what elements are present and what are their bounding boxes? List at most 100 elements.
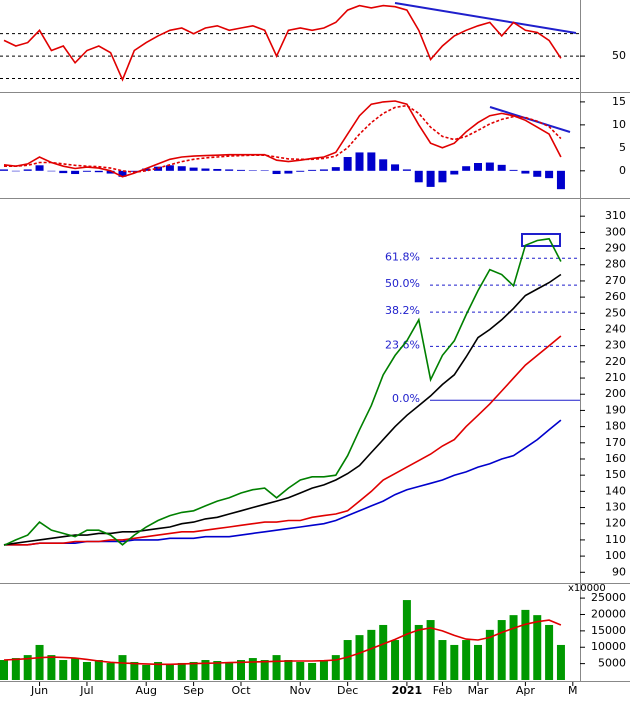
fib-label: 50.0% xyxy=(385,277,420,290)
bar xyxy=(438,170,447,183)
bar xyxy=(35,644,44,680)
bar xyxy=(367,629,376,680)
bar xyxy=(367,152,376,171)
bar xyxy=(94,660,103,680)
bar xyxy=(118,655,127,680)
bar xyxy=(237,660,245,680)
bar xyxy=(414,624,423,680)
y-tick-label: 160 xyxy=(605,452,626,465)
bar xyxy=(497,620,506,680)
x-tick-label: M xyxy=(568,684,578,697)
y-tick-label: 270 xyxy=(605,274,626,287)
bar xyxy=(509,615,518,680)
bar xyxy=(47,655,56,680)
bar xyxy=(331,167,340,171)
bar xyxy=(82,661,91,680)
bar xyxy=(177,166,186,171)
bar xyxy=(296,170,305,172)
bar xyxy=(59,170,68,174)
y-tick-label: 5 xyxy=(619,141,626,154)
bar xyxy=(177,662,186,680)
x-tick-label: Dec xyxy=(337,684,358,697)
bar xyxy=(462,166,471,171)
bar xyxy=(474,644,482,680)
bar xyxy=(343,640,352,680)
bar xyxy=(319,660,328,680)
bar xyxy=(402,600,411,680)
bar xyxy=(106,662,115,680)
fib-label: 61.8% xyxy=(385,250,420,263)
y-tick-label: 15000 xyxy=(591,624,626,637)
y-tick-label: 20000 xyxy=(591,607,626,620)
series-line xyxy=(4,104,562,174)
bar xyxy=(462,640,471,680)
y-tick-label: 100 xyxy=(605,549,626,562)
panel-frames xyxy=(0,0,630,682)
bar xyxy=(474,163,482,171)
bar xyxy=(165,165,174,171)
y-tick-label: 15 xyxy=(612,95,626,108)
bar xyxy=(272,170,281,175)
y-tick-label: 300 xyxy=(605,225,626,238)
y-tick-label: 170 xyxy=(605,436,626,449)
bar xyxy=(237,169,245,171)
bar xyxy=(130,661,139,680)
bar xyxy=(248,170,257,171)
x-tick-label: Jul xyxy=(79,684,93,697)
y-tick-label: 220 xyxy=(605,355,626,368)
y-tick-label: 200 xyxy=(605,387,626,400)
bar xyxy=(545,624,554,680)
bar xyxy=(379,159,388,171)
bar xyxy=(533,170,542,177)
bar xyxy=(189,167,198,171)
bar xyxy=(556,644,565,680)
bar xyxy=(130,170,139,172)
bar xyxy=(11,170,20,172)
y-tick-label: 25000 xyxy=(591,591,626,604)
series-line xyxy=(4,335,562,546)
y-tick-label: 150 xyxy=(605,468,626,481)
y-tick-label: 260 xyxy=(605,290,626,303)
bar xyxy=(272,655,281,680)
bar xyxy=(11,658,20,680)
bar xyxy=(201,660,210,680)
x-tick-label: Aug xyxy=(135,684,156,697)
y-tick-label: 50 xyxy=(612,49,626,62)
bar xyxy=(94,170,103,173)
y-tick-label: 280 xyxy=(605,258,626,271)
y-tick-label: 0 xyxy=(619,164,626,177)
bar xyxy=(391,164,400,171)
series-line xyxy=(3,273,562,546)
x-tick-label: Oct xyxy=(231,684,251,697)
bar xyxy=(142,664,151,680)
bar xyxy=(319,169,328,171)
bar xyxy=(71,170,80,175)
bar xyxy=(260,660,269,680)
bar xyxy=(521,609,530,680)
bar xyxy=(47,170,56,172)
bar xyxy=(414,170,423,183)
bar xyxy=(82,170,91,172)
bar xyxy=(545,170,554,179)
y-tick-label: 10000 xyxy=(591,640,626,653)
bar xyxy=(331,655,340,680)
y-tick-label: 290 xyxy=(605,242,626,255)
bar xyxy=(379,624,388,680)
bar xyxy=(509,169,518,171)
bar xyxy=(521,170,530,174)
bar xyxy=(23,169,32,171)
fib-label: 23.6% xyxy=(385,338,420,351)
y-tick-label: 130 xyxy=(605,501,626,514)
x-tick-label: Jun xyxy=(30,684,48,697)
bar xyxy=(556,170,565,190)
y-tick-label: 250 xyxy=(605,306,626,319)
bar xyxy=(23,655,32,680)
bar xyxy=(106,170,115,174)
y-tick-label: 120 xyxy=(605,517,626,530)
bar xyxy=(35,165,44,171)
y-tick-label: 10 xyxy=(612,118,626,131)
x-tick-label: Mar xyxy=(468,684,489,697)
bar xyxy=(450,644,459,680)
bar xyxy=(59,660,68,680)
